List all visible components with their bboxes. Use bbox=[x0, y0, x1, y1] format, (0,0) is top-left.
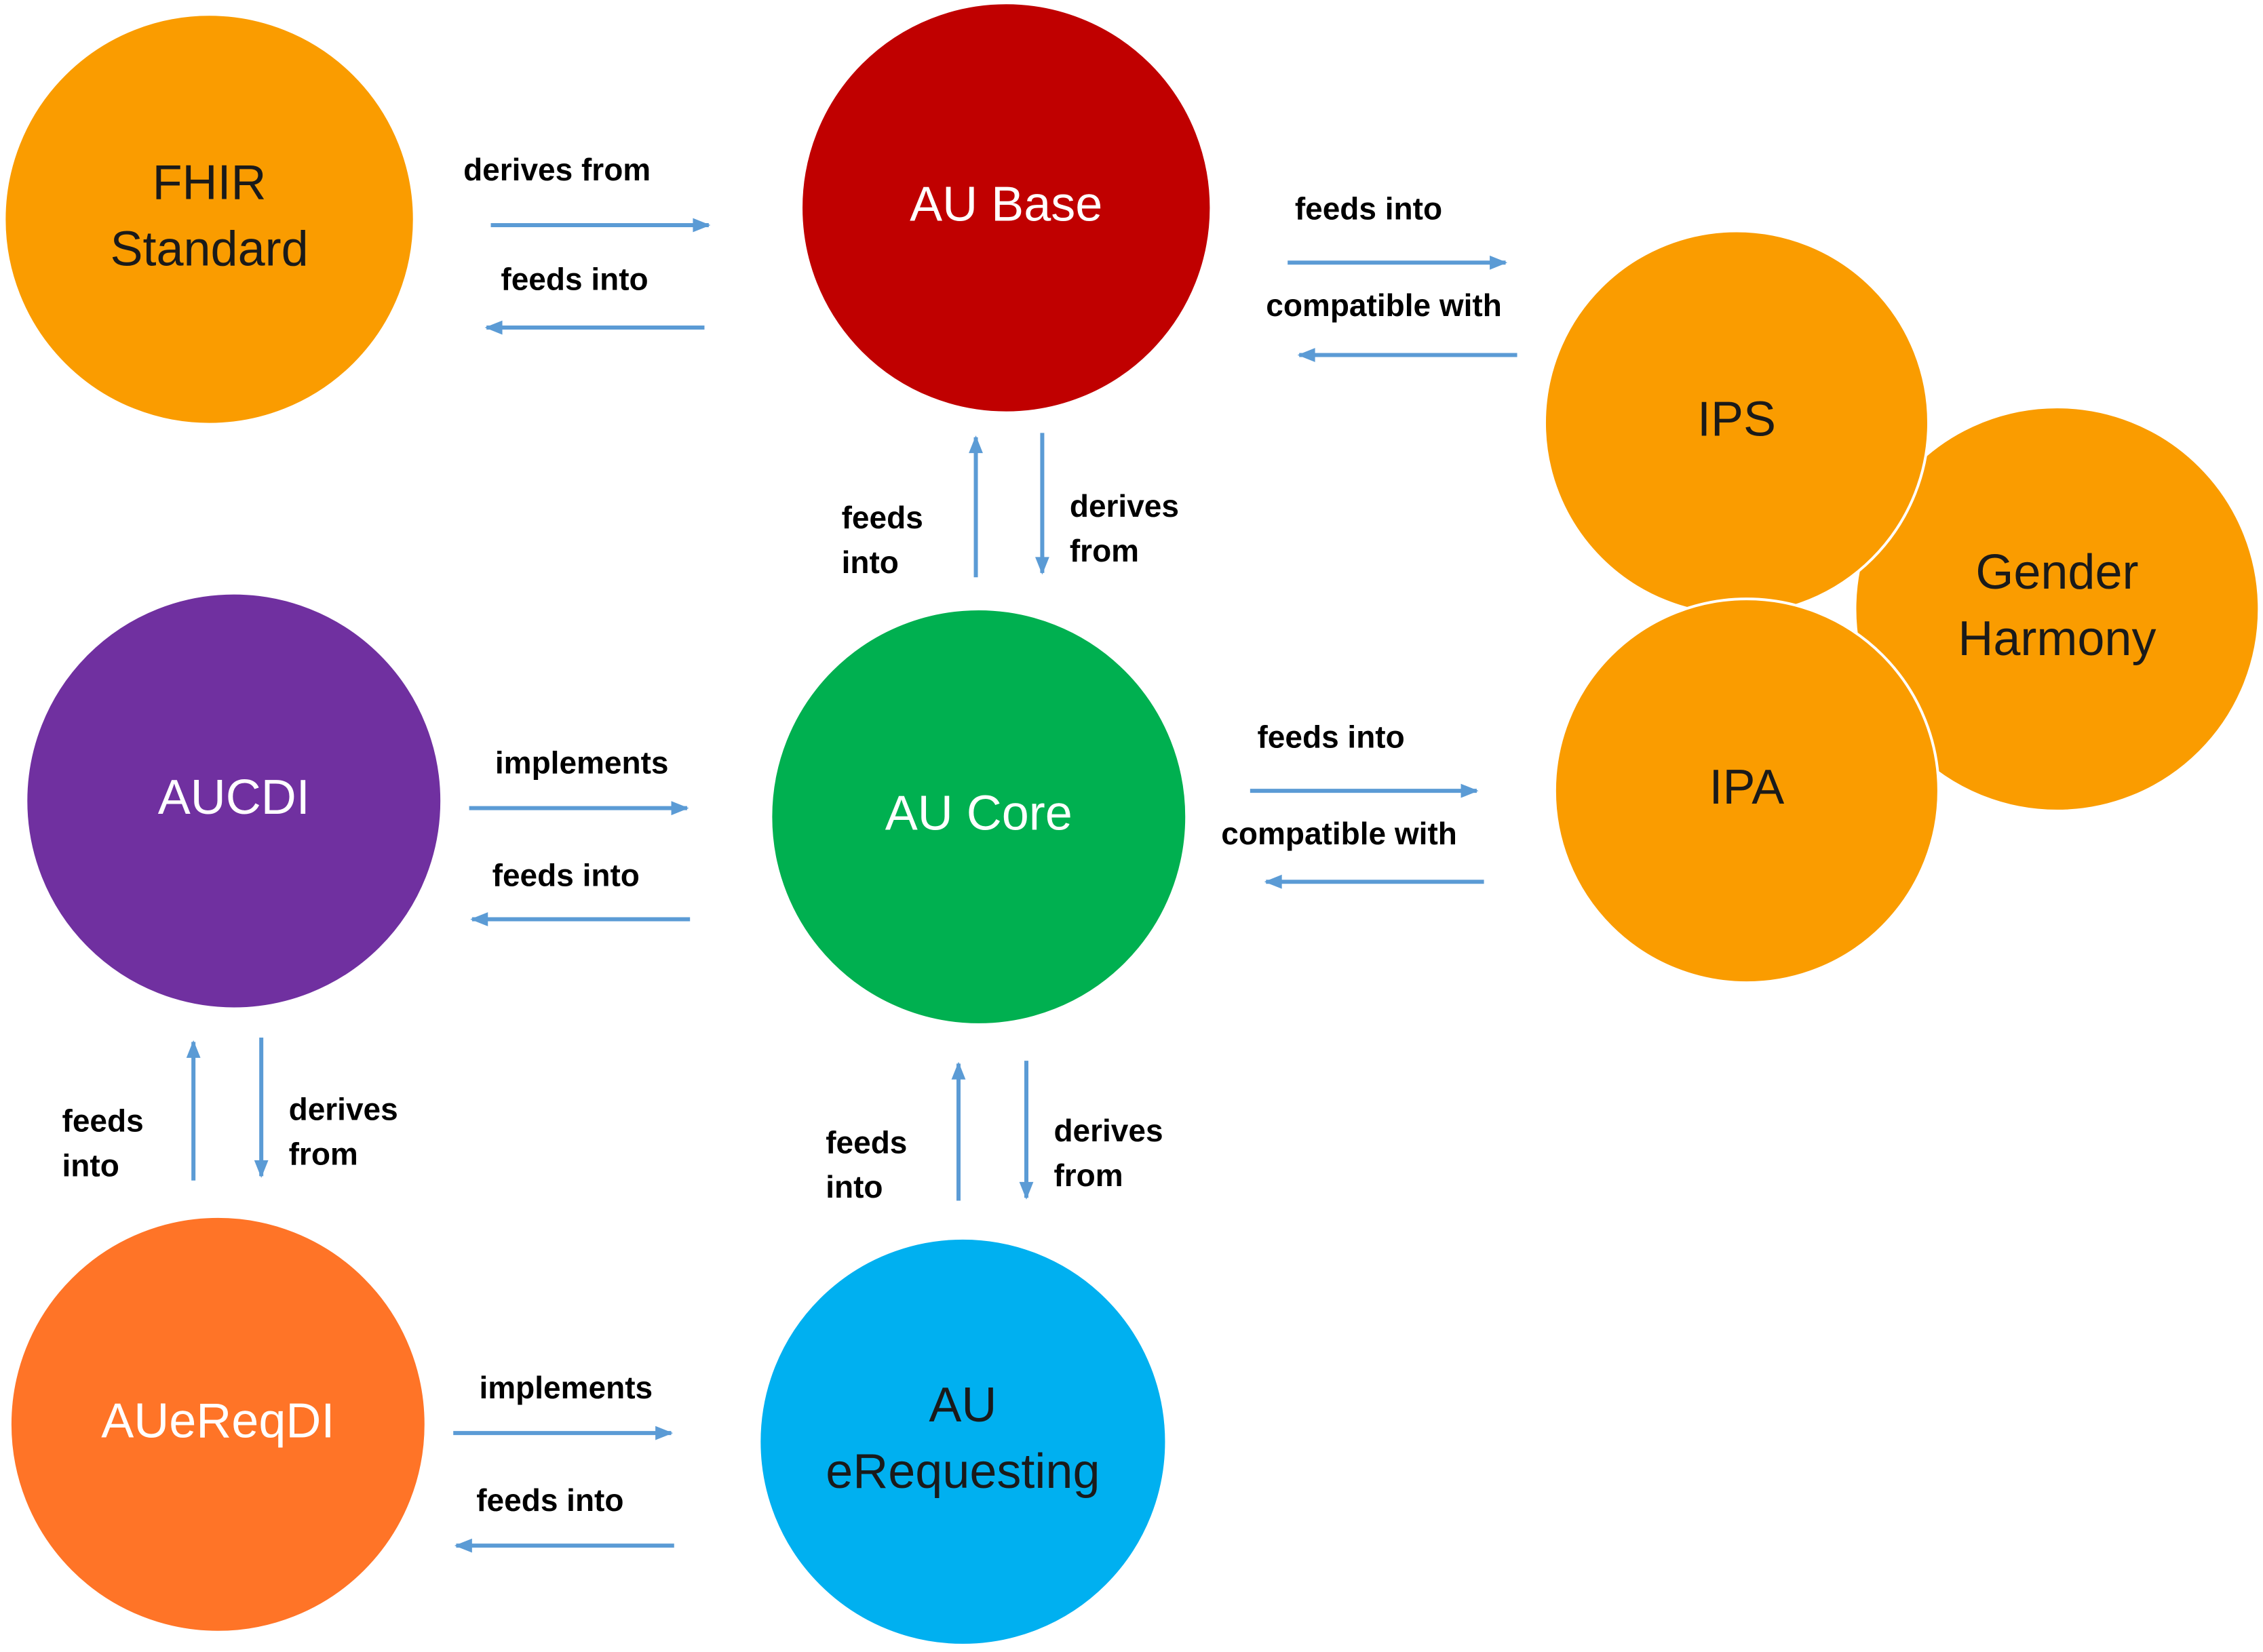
edge-label-aucdi-core-right: implements bbox=[495, 745, 669, 781]
node-auereqdi: AUeReqDI bbox=[8, 1215, 427, 1634]
edge-label-line: derives from bbox=[463, 152, 651, 187]
node-label: IPA bbox=[1709, 760, 1785, 814]
edge-label-line: derives bbox=[1070, 488, 1179, 524]
node-circle bbox=[1553, 597, 1940, 985]
node-label: eRequesting bbox=[826, 1444, 1100, 1499]
edge-label-base-ips-right: feeds into bbox=[1295, 191, 1442, 226]
edge-label-line: feeds into bbox=[1257, 719, 1404, 754]
node-circle bbox=[758, 1236, 1168, 1647]
node-label: FHIR bbox=[153, 156, 267, 210]
edge-label-fhir-base-left: feeds into bbox=[501, 262, 648, 297]
node-label: AUeReqDI bbox=[101, 1394, 334, 1448]
edge-label-line: feeds bbox=[842, 500, 923, 535]
edge-label-line: compatible with bbox=[1266, 288, 1502, 323]
node-au-erequesting: AU eRequesting bbox=[758, 1236, 1168, 1647]
edge-label-line: into bbox=[826, 1169, 883, 1204]
edge-label-line: feeds into bbox=[492, 858, 640, 893]
edge-label-line: into bbox=[842, 545, 899, 580]
edge-label-auereqdi-ereq-left: feeds into bbox=[476, 1482, 623, 1518]
edge-label-line: from bbox=[289, 1136, 358, 1171]
node-au-core: AU Core bbox=[769, 608, 1188, 1026]
node-label: AU bbox=[929, 1378, 997, 1432]
node-label: AU Core bbox=[885, 786, 1072, 840]
edge-label-ereq-core-down: derives from bbox=[1053, 1113, 1163, 1193]
edge-label-line: feeds into bbox=[1295, 191, 1442, 226]
edge-label-line: feeds into bbox=[501, 262, 648, 297]
edge-label-core-ipa-left: compatible with bbox=[1221, 816, 1457, 851]
node-label: Harmony bbox=[1958, 612, 2156, 666]
node-circle bbox=[24, 591, 444, 1010]
node-label: Standard bbox=[110, 222, 308, 276]
edge-label-core-ipa-right: feeds into bbox=[1257, 719, 1404, 754]
edge-label-core-base-up: feeds into bbox=[842, 500, 923, 580]
edge-label-line: feeds into bbox=[476, 1482, 623, 1518]
node-label: Gender bbox=[1975, 545, 2138, 599]
node-fhir-standard: FHIR Standard bbox=[3, 13, 416, 426]
edge-label-line: from bbox=[1070, 533, 1139, 568]
edge-label-core-base-down: derives from bbox=[1070, 488, 1179, 568]
edge-label-ereq-core-up: feeds into bbox=[826, 1124, 907, 1204]
node-circle bbox=[1853, 406, 2261, 812]
edge-label-aucdi-core-left: feeds into bbox=[492, 858, 640, 893]
edge-label-fhir-base-right: derives from bbox=[463, 152, 651, 187]
edge-label-line: implements bbox=[479, 1370, 653, 1405]
node-circle bbox=[3, 13, 416, 426]
edge-label-base-ips-left: compatible with bbox=[1266, 288, 1502, 323]
node-ips: IPS bbox=[1543, 229, 1931, 616]
edge-label-line: feeds bbox=[826, 1124, 907, 1160]
edge-label-line: derives bbox=[1053, 1113, 1163, 1148]
edge-label-line: into bbox=[62, 1147, 119, 1183]
node-gender-harmony: Gender Harmony bbox=[1853, 406, 2261, 812]
node-label: AUCDI bbox=[158, 770, 310, 825]
node-circle bbox=[8, 1215, 427, 1634]
node-label: IPS bbox=[1697, 393, 1776, 447]
node-circle bbox=[769, 608, 1188, 1026]
edge-label-auereqdi-aucdi-down: derives from bbox=[289, 1091, 398, 1171]
edge-label-auereqdi-aucdi-up: feeds into bbox=[62, 1103, 144, 1183]
node-aucdi: AUCDI bbox=[24, 591, 444, 1010]
node-au-base: AU Base bbox=[800, 1, 1213, 414]
edge-label-line: derives bbox=[289, 1091, 398, 1126]
edge-label-line: from bbox=[1053, 1158, 1123, 1193]
edge-label-auereqdi-ereq-right: implements bbox=[479, 1370, 653, 1405]
node-label: AU Base bbox=[910, 177, 1102, 231]
node-circle bbox=[800, 1, 1213, 414]
node-ipa: IPA bbox=[1553, 597, 1940, 985]
edge-label-line: feeds bbox=[62, 1103, 144, 1138]
edge-label-line: implements bbox=[495, 745, 669, 781]
edge-label-line: compatible with bbox=[1221, 816, 1457, 851]
